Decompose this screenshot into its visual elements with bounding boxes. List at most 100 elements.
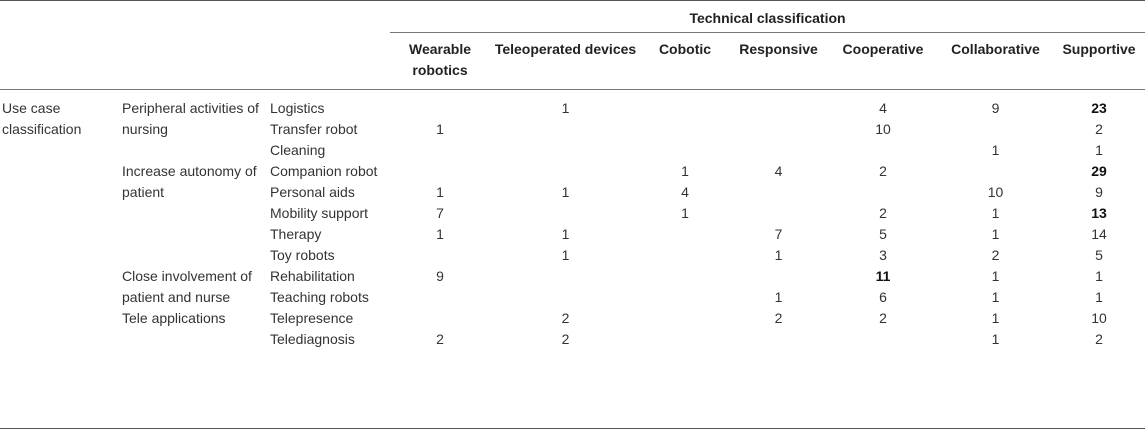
bottom-rule: [0, 428, 1145, 429]
column-header: Supportive: [1053, 32, 1145, 90]
cell-value: 1: [991, 204, 1000, 221]
cell-value: 3: [879, 246, 887, 263]
cell-value: [641, 224, 729, 245]
cell-value: [729, 203, 828, 224]
table-row: Close involvement of patient and nurse Re…: [0, 266, 1145, 305]
row-label: Rehabilitation: [270, 267, 355, 284]
cell-value: [938, 161, 1053, 182]
cell-value: 2: [1095, 330, 1103, 347]
cell-value: [641, 329, 729, 350]
cell-value: 6: [879, 288, 887, 305]
cell-value: [490, 203, 641, 224]
cell-value: 1: [991, 141, 1000, 158]
cell-value: 2: [561, 330, 570, 347]
cell-value: 1: [991, 267, 1000, 284]
cell-value: 1: [991, 288, 1000, 305]
classification-table: Technical classification Wearable roboti…: [0, 0, 1145, 350]
cell-value: [641, 287, 729, 308]
group-name: Tele applications: [122, 309, 226, 326]
cell-value: 4: [681, 183, 689, 200]
column-header: Cobotic: [641, 32, 729, 90]
table-header: Technical classification Wearable roboti…: [0, 0, 1145, 90]
column-header: Collaborative: [938, 32, 1053, 90]
cell-value: 1: [681, 204, 689, 221]
cell-value: [729, 119, 828, 140]
cell-value: 1: [991, 225, 1000, 242]
row-label: Telepresence: [270, 309, 354, 326]
cell-value: 29: [1091, 162, 1107, 179]
cell-value: 10: [875, 120, 891, 137]
cell-value: [828, 329, 938, 350]
cell-value: [390, 161, 490, 182]
cell-value: 1: [1095, 141, 1103, 158]
table-row: Cleaning 1 1: [0, 140, 1145, 161]
row-label: Logistics: [270, 99, 325, 116]
cell-value: 1: [561, 225, 570, 242]
cell-value: [729, 182, 828, 203]
cell-value: 2: [879, 204, 887, 221]
table-row: Therapy 1 1 7 5 1 14: [0, 224, 1145, 245]
cell-value: 9: [991, 99, 1000, 116]
cell-value: 11: [875, 267, 891, 284]
cell-value: 2: [1095, 120, 1103, 137]
use-case-classification-label: Use case classification: [2, 99, 82, 137]
cell-value: [938, 119, 1053, 140]
table-row: Increase autonomy of patient Companion ro…: [0, 161, 1145, 200]
cell-value: [490, 287, 641, 308]
cell-value: 4: [879, 99, 887, 116]
column-header: Responsive: [729, 32, 828, 90]
cell-value: 2: [879, 309, 887, 326]
row-label: Toy robots: [270, 246, 335, 263]
table-row: Transfer robot 1 10 2: [0, 119, 1145, 140]
cell-value: 2: [879, 162, 887, 179]
cell-value: 1: [774, 246, 783, 263]
cell-value: 2: [991, 246, 1000, 263]
row-label: Mobility support: [270, 204, 369, 221]
cell-value: 1: [436, 225, 444, 242]
cell-value: [729, 266, 828, 287]
cell-value: 1: [991, 309, 1000, 326]
cell-value: [390, 287, 490, 308]
table-body: Use case classification Peripheral activi…: [0, 89, 1145, 350]
table-row: Toy robots 1 1 3 2 5: [0, 245, 1145, 266]
cell-value: [390, 308, 490, 329]
technical-classification-title: Technical classification: [390, 0, 1145, 33]
cell-value: 7: [774, 225, 783, 242]
row-label: Personal aids: [270, 183, 355, 200]
cell-value: [729, 140, 828, 161]
cell-value: 1: [561, 183, 570, 200]
table-row: Tele applications Telepresence 2 2 2 1 10: [0, 308, 1145, 329]
cell-value: 1: [681, 162, 689, 179]
cell-value: 10: [1091, 309, 1107, 326]
cell-value: [828, 182, 938, 203]
table-row: Telediagnosis 2 2 1 2: [0, 329, 1145, 350]
row-label: Cleaning: [270, 141, 326, 158]
cell-value: 13: [1091, 204, 1107, 221]
cell-value: 4: [774, 162, 783, 179]
cell-value: [490, 266, 641, 287]
cell-value: [828, 140, 938, 161]
cell-value: [641, 89, 729, 119]
cell-value: 9: [436, 267, 444, 284]
column-header: Teleoperated devices: [490, 32, 641, 90]
cell-value: 10: [987, 183, 1004, 200]
table-row: Teaching robots 1 6 1 1: [0, 287, 1145, 308]
group-name: Increase autonomy of patient: [122, 162, 257, 200]
cell-value: [641, 266, 729, 287]
cell-value: [490, 140, 641, 161]
cell-value: 1: [561, 246, 570, 263]
top-rule: [0, 0, 1145, 1]
table-row: Mobility support 7 1 2 1 13: [0, 203, 1145, 224]
table-row: Use case classification Peripheral activi…: [0, 89, 1145, 137]
cell-value: 1: [436, 120, 444, 137]
column-header: Cooperative: [828, 32, 938, 90]
cell-value: [490, 119, 641, 140]
cell-value: [641, 245, 729, 266]
row-label: Therapy: [270, 225, 322, 242]
cell-value: 1: [774, 288, 783, 305]
cell-value: 1: [436, 183, 444, 200]
cell-value: 1: [561, 99, 570, 116]
cell-value: [641, 308, 729, 329]
cell-value: [490, 161, 641, 182]
cell-value: 2: [561, 309, 570, 326]
